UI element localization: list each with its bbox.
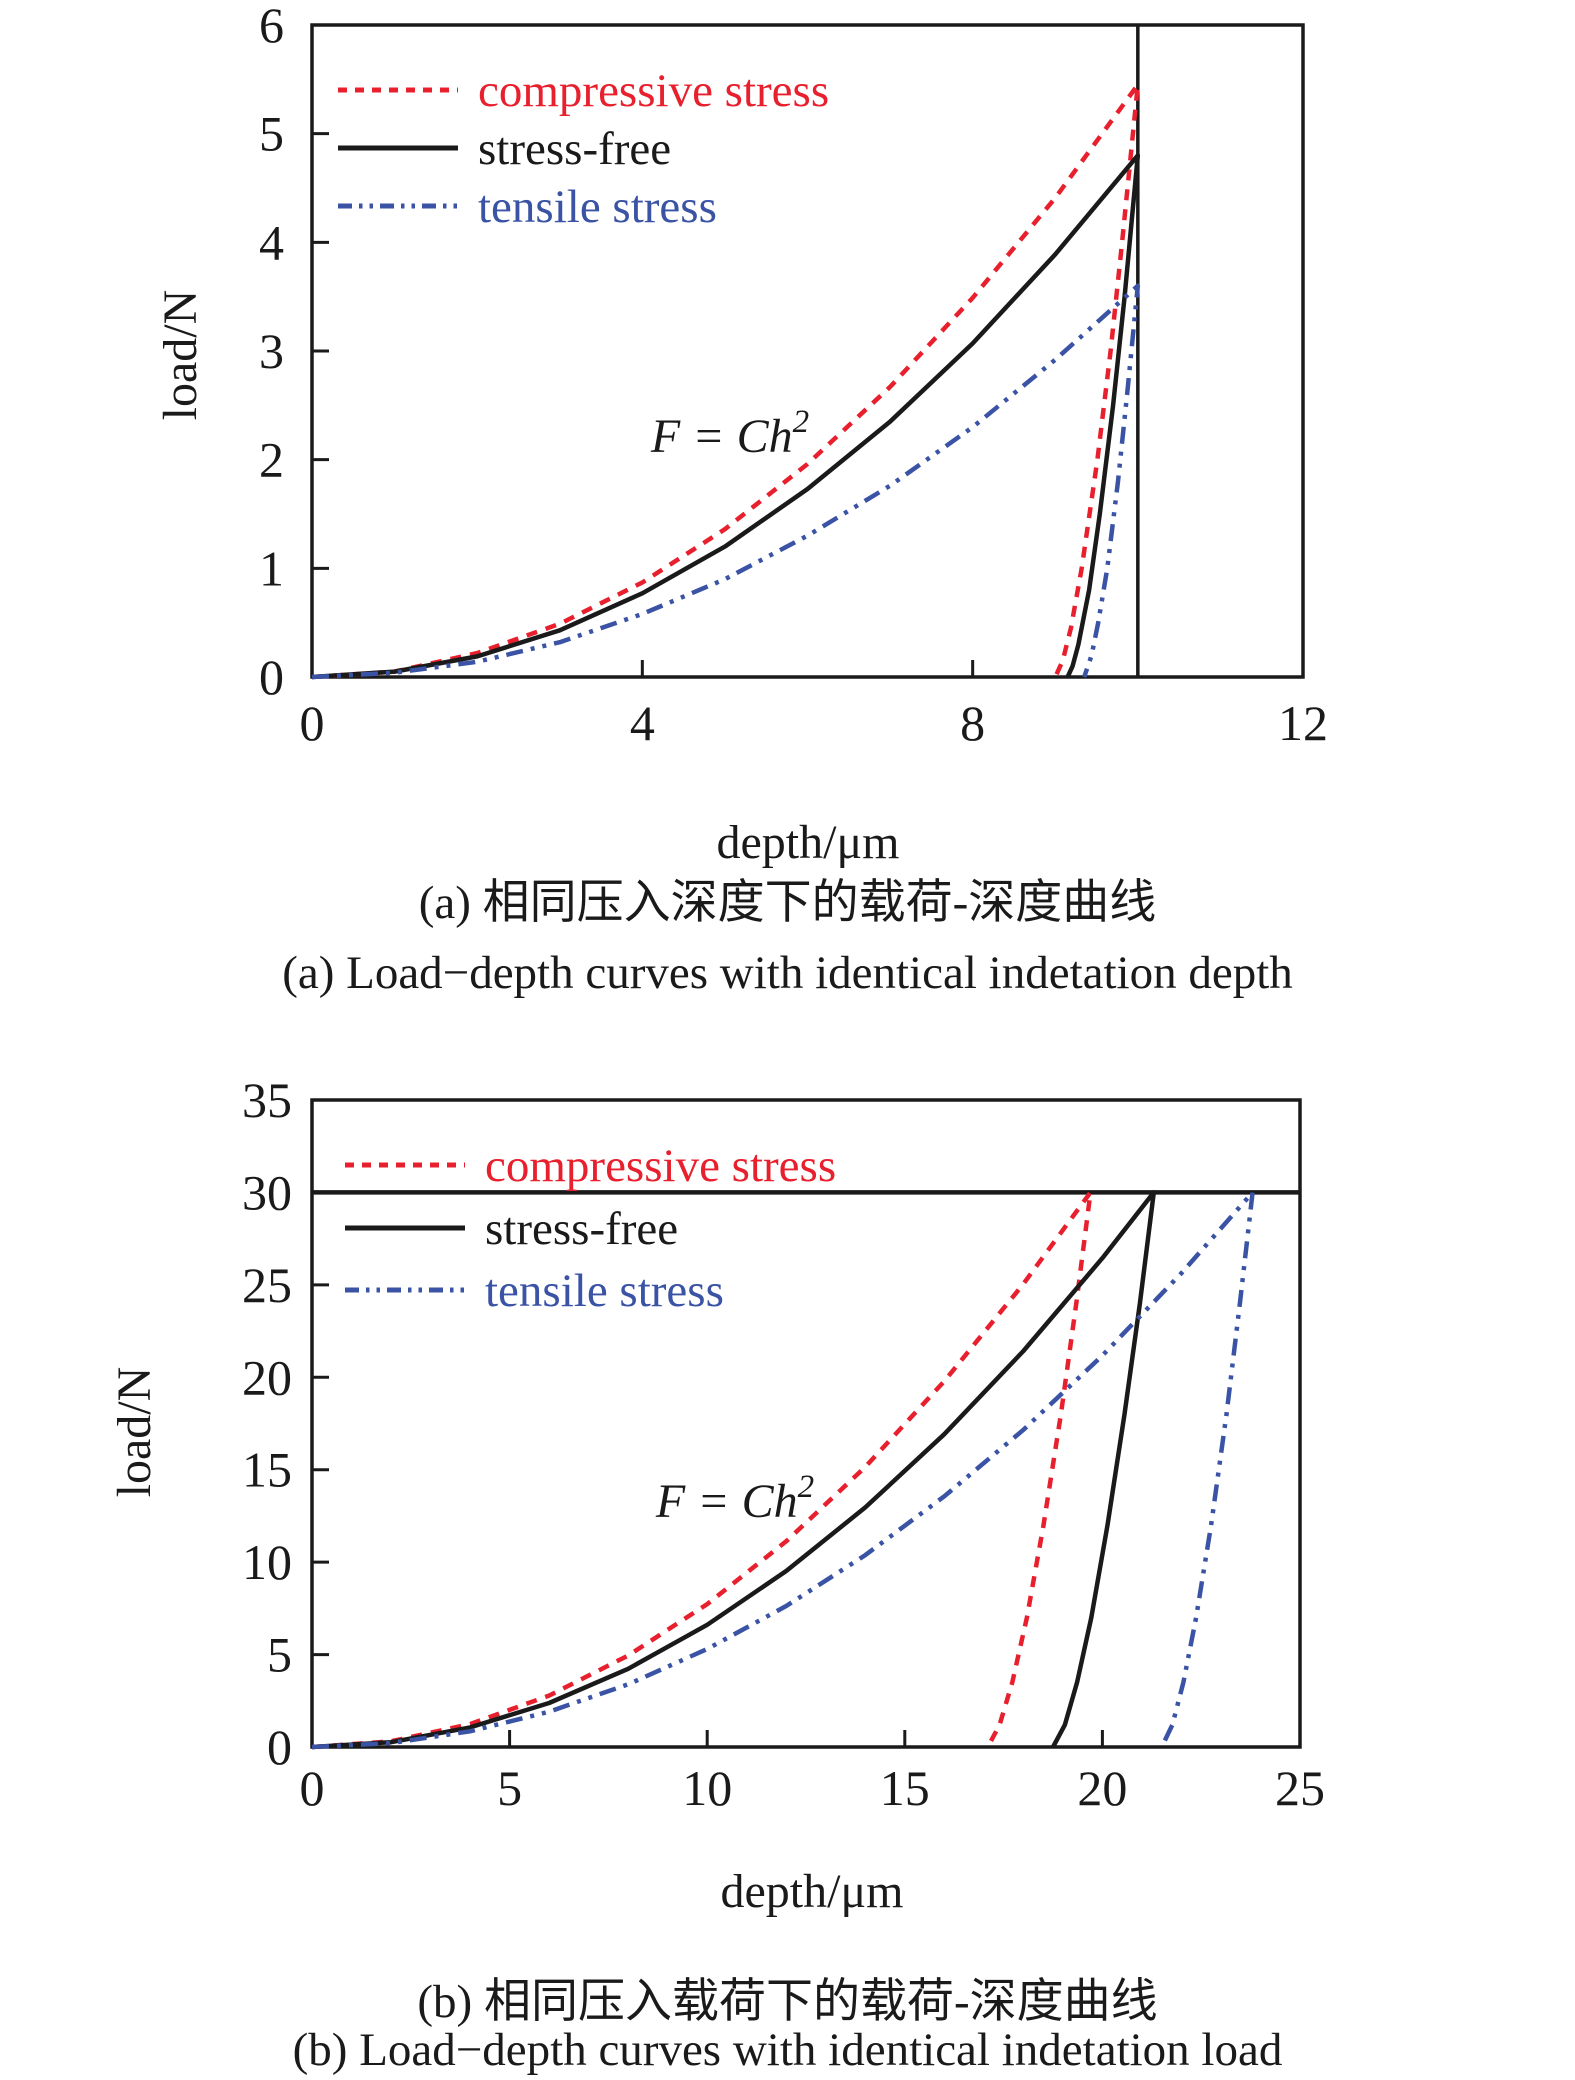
chart-b-x-axis-label: depth/μm — [720, 1865, 903, 1918]
chart-a-formula-annotation: F = Ch2 — [650, 404, 809, 463]
legend-label-stress-free: stress-free — [485, 1203, 678, 1255]
x-tick-label: 25 — [1275, 1760, 1325, 1816]
legend-label-compressive: compressive stress — [485, 1140, 836, 1192]
chart-a-legend: compressive stress stress-free tensile s… — [338, 65, 829, 233]
y-tick-label: 20 — [242, 1349, 292, 1405]
caption-a-english: (a) Load−depth curves with identical ind… — [282, 947, 1293, 999]
x-tick-label: 10 — [682, 1760, 732, 1816]
x-tick-label: 5 — [497, 1760, 522, 1816]
chart-b-figure: 0 5 10 15 20 25 0 5 10 15 20 25 30 35 load/N depth/μm… — [108, 1072, 1325, 1918]
caption-b-chinese: (b) 相同压入载荷下的载荷-深度曲线 — [417, 1976, 1158, 2028]
series-compressive-stress — [311, 82, 1141, 680]
y-tick-label: 0 — [259, 649, 284, 705]
plot-frame — [310, 23, 1305, 679]
chart-b-legend: compressive stress stress-free tensile s… — [345, 1140, 836, 1317]
y-tick-label: 10 — [242, 1534, 292, 1590]
chart-b-y-axis-label: load/N — [108, 1367, 161, 1498]
legend-label-compressive: compressive stress — [478, 65, 829, 117]
plot-frame — [310, 1098, 1302, 1749]
y-tick-label: 25 — [242, 1257, 292, 1313]
series-stress-free — [311, 153, 1141, 680]
y-tick-label: 6 — [259, 0, 284, 53]
y-tick-label: 2 — [259, 432, 284, 488]
series-tensile-stress — [311, 283, 1141, 680]
x-tick-label: 12 — [1278, 695, 1328, 751]
y-tick-label: 35 — [242, 1072, 292, 1128]
chart-b-plot: 0 5 10 15 20 25 0 5 10 15 20 25 30 35 — [242, 1072, 1325, 1816]
series-stress-free — [311, 1190, 1157, 1750]
series-tensile-stress — [311, 1190, 1255, 1750]
x-tick-label: 0 — [300, 695, 325, 751]
chart-b-formula-annotation: F = Ch2 — [655, 1469, 814, 1528]
y-tick-label: 30 — [242, 1164, 292, 1220]
y-tick-label: 4 — [259, 214, 284, 270]
caption-a-chinese: (a) 相同压入深度下的载荷-深度曲线 — [418, 877, 1157, 929]
legend-label-tensile: tensile stress — [485, 1265, 724, 1317]
x-tick-label: 20 — [1077, 1760, 1127, 1816]
chart-a-x-axis-label: depth/μm — [716, 816, 899, 869]
y-tick-label: 3 — [259, 323, 284, 379]
x-tick-label: 4 — [630, 695, 655, 751]
legend-label-tensile: tensile stress — [478, 181, 717, 233]
y-tick-label: 0 — [267, 1719, 292, 1775]
series-compressive-stress — [311, 1190, 1093, 1750]
x-tick-label: 15 — [880, 1760, 930, 1816]
x-tick-label: 0 — [300, 1760, 325, 1816]
y-tick-label: 5 — [259, 106, 284, 162]
y-tick-label: 15 — [242, 1442, 292, 1498]
y-tick-label: 1 — [259, 540, 284, 596]
x-tick-label: 8 — [960, 695, 985, 751]
caption-b-english: (b) Load−depth curves with identical ind… — [292, 2024, 1283, 2076]
y-tick-label: 5 — [267, 1627, 292, 1683]
legend-label-stress-free: stress-free — [478, 123, 671, 175]
chart-a-y-axis-label: load/N — [154, 290, 207, 421]
